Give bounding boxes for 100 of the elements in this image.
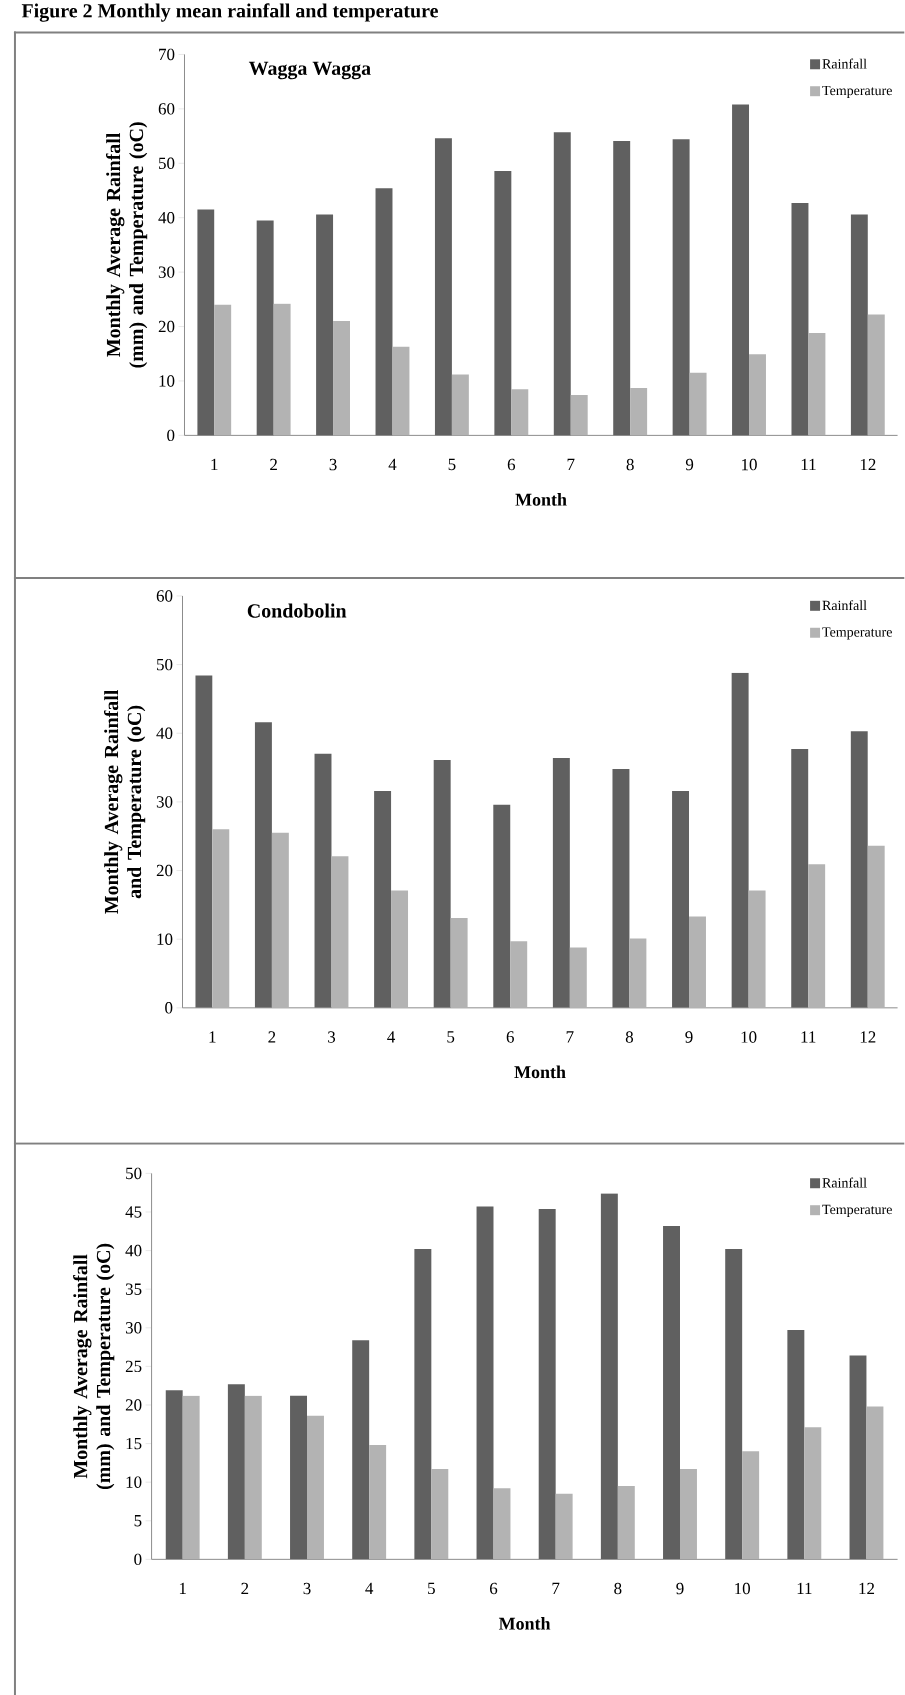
x-tick-label: 8 [626, 458, 634, 471]
bar [352, 1340, 370, 1560]
y-tick-label: 0 [165, 1002, 173, 1014]
bar [791, 203, 809, 436]
x-tick-label: 7 [552, 1582, 560, 1594]
bar [431, 1469, 449, 1560]
bar [450, 917, 468, 1008]
x-tick-label: 4 [365, 1582, 374, 1594]
bar [851, 214, 869, 436]
bar [272, 832, 290, 1008]
x-tick-label: 5 [448, 458, 456, 471]
y-tick-label: 30 [159, 266, 175, 278]
bar [214, 304, 232, 436]
x-tick-label: 3 [329, 458, 337, 471]
y-tick-label: 15 [126, 1437, 142, 1450]
bar [256, 220, 274, 436]
bar [554, 132, 571, 436]
bar [369, 1445, 387, 1560]
legend-label: Temperature [822, 85, 893, 99]
bar [493, 1488, 511, 1560]
bar [612, 768, 630, 1008]
x-tick-label: 6 [508, 458, 516, 471]
bar [374, 790, 392, 1008]
bar [742, 1451, 760, 1560]
bar [618, 1486, 636, 1560]
bar [392, 346, 410, 436]
bar [804, 1427, 822, 1560]
bar [182, 1395, 200, 1560]
legend-label: Temperature [822, 1204, 893, 1217]
x-tick-label: 10 [742, 458, 758, 471]
bar [375, 188, 393, 436]
bar [314, 753, 332, 1008]
bar [433, 760, 451, 1008]
x-tick-label: 9 [676, 1582, 684, 1595]
bar [663, 1225, 681, 1560]
x-tick-label: 2 [270, 458, 278, 471]
chart-subtitle: Wagga Wagga [249, 61, 372, 80]
bar [212, 829, 230, 1008]
bar [748, 890, 766, 1008]
bar [435, 138, 453, 436]
x-tick-label: 3 [328, 1031, 336, 1043]
bar [630, 388, 648, 436]
x-tick-label: 1 [211, 458, 218, 471]
x-tick-label: 12 [861, 458, 876, 471]
y-tick-label: 45 [125, 1206, 142, 1218]
bar [333, 321, 351, 436]
y-tick-label: 40 [156, 727, 173, 739]
y-axis-title: Monthly Average Rainfall and Temperature (oC) [104, 689, 146, 914]
chart-title: Figure 2 Monthly mean rainfall and temperature [22, 3, 439, 22]
y-axis-title: Monthly Average Rainfall (mm) and Temperature (oC) [106, 122, 148, 368]
x-tick-label: 10 [741, 1031, 757, 1043]
bar [629, 938, 647, 1008]
y-tick-label: 60 [158, 103, 175, 115]
x-axis-title: Month [499, 1617, 551, 1630]
x-tick-label: 5 [447, 1031, 455, 1043]
bar [672, 139, 690, 436]
y-tick-label: 0 [134, 1553, 142, 1566]
bar [273, 303, 291, 436]
bar [555, 1493, 573, 1560]
bar [255, 722, 273, 1008]
bar [290, 1395, 308, 1560]
bar [307, 1415, 325, 1560]
x-tick-label: 2 [241, 1582, 249, 1595]
bar [749, 354, 767, 436]
bar [538, 1208, 556, 1560]
y-tick-label: 35 [126, 1283, 142, 1295]
x-tick-label: 2 [268, 1031, 276, 1043]
y-tick-label: 40 [125, 1244, 142, 1257]
bar [672, 790, 690, 1008]
legend-label: Rainfall [822, 58, 867, 69]
x-tick-label: 1 [180, 1582, 187, 1595]
bar [228, 1384, 246, 1560]
y-tick-label: 20 [159, 320, 175, 333]
x-tick-label: 12 [859, 1582, 875, 1595]
y-tick-label: 50 [126, 1167, 142, 1180]
x-tick-label: 1 [209, 1031, 216, 1043]
x-tick-label: 8 [626, 1031, 634, 1043]
bar [808, 333, 826, 436]
bar [391, 890, 409, 1008]
x-tick-label: 7 [567, 458, 575, 470]
bar [725, 1249, 743, 1560]
bar [732, 104, 750, 436]
bar [494, 170, 512, 436]
x-tick-label: 11 [797, 1582, 812, 1595]
x-tick-label: 4 [387, 1031, 396, 1043]
bar [331, 856, 349, 1008]
legend-label: Rainfall [822, 1177, 867, 1188]
bar [165, 1390, 183, 1560]
bar [414, 1249, 432, 1560]
bar [849, 1355, 867, 1560]
bar [868, 314, 886, 436]
x-tick-label: 11 [801, 458, 816, 471]
bar [197, 209, 215, 436]
bar [808, 864, 826, 1008]
bar [195, 675, 213, 1008]
bar [613, 140, 631, 436]
x-tick-label: 10 [735, 1582, 751, 1595]
legend-label: Rainfall [822, 600, 867, 611]
bar [680, 1469, 698, 1560]
bar [866, 1406, 884, 1560]
